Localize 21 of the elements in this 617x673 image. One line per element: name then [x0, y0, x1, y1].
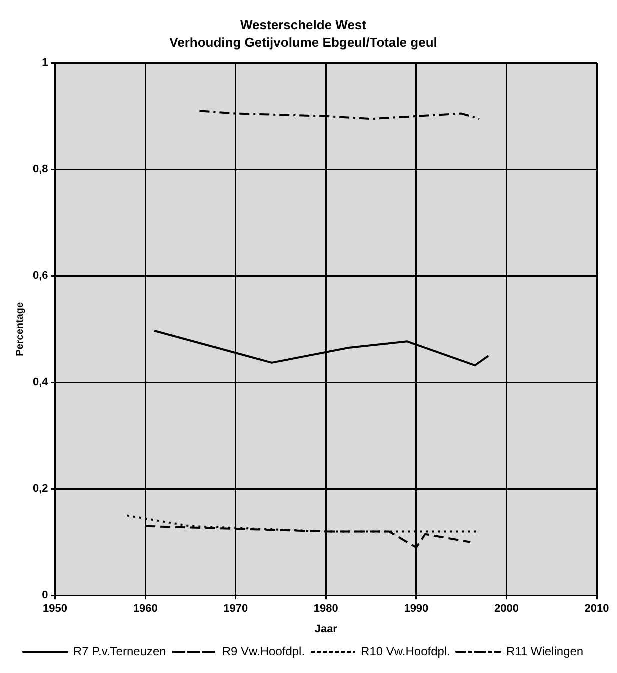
chart-subtitle: Verhouding Getijvolume Ebgeul/Totale geul	[170, 34, 438, 50]
y-tick-label: 0,6	[32, 270, 48, 282]
chart-title: Westerschelde West	[240, 17, 368, 32]
x-tick-label: 1950	[43, 603, 68, 616]
x-tick-label: 1960	[133, 603, 158, 616]
y-tick-label: 1	[42, 57, 48, 70]
legend-label: R7 P.v.Terneuzen	[73, 644, 166, 658]
x-axis-title: Jaar	[314, 623, 338, 636]
legend-label: R10 Vw.Hoofdpl.	[361, 644, 450, 658]
x-tick-label: 1980	[314, 603, 338, 616]
y-tick-label: 0,2	[32, 483, 48, 496]
y-tick-label: 0,4	[32, 376, 50, 389]
legend-label: R11 Wielingen	[506, 644, 584, 658]
y-axis-title: Percentage	[14, 302, 26, 356]
x-tick-label: 2000	[494, 603, 519, 616]
y-tick-label: 0	[42, 590, 48, 602]
x-tick-label: 2010	[584, 603, 610, 616]
x-tick-label: 1970	[224, 603, 248, 616]
legend-label: R9 Vw.Hoofdpl.	[222, 644, 306, 658]
y-tick-label: 0,8	[32, 164, 48, 176]
x-tick-label: 1990	[404, 603, 429, 616]
